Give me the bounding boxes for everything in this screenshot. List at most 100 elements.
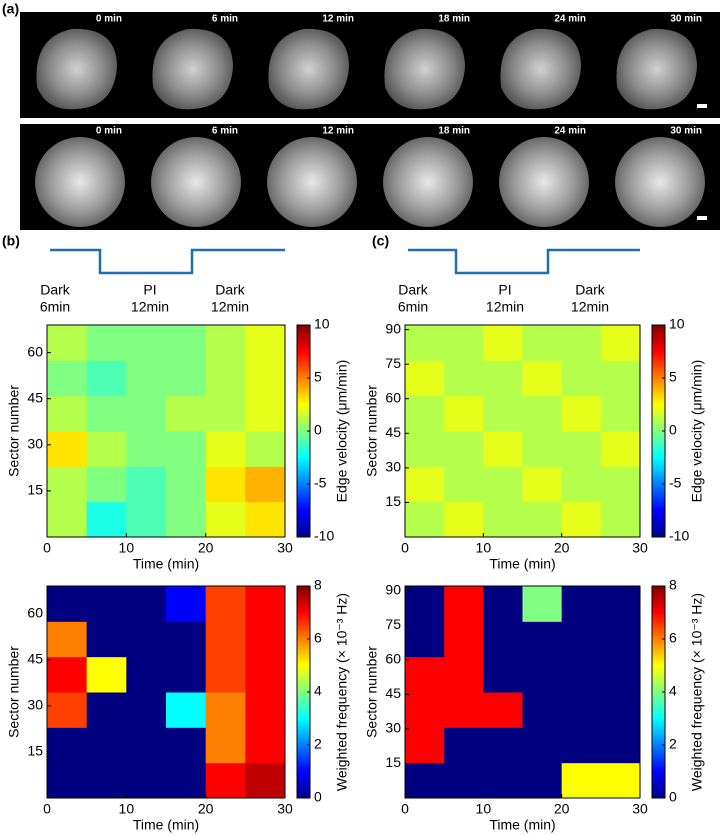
- heatmap-cell: [47, 621, 88, 658]
- heatmap-cell: [205, 621, 246, 658]
- heatmap-cell: [245, 762, 286, 799]
- heatmap-cell: [405, 692, 445, 728]
- colorbar-tick-label: 6: [314, 630, 322, 646]
- heatmap-cell: [600, 586, 641, 622]
- panel-label: (c): [372, 233, 389, 249]
- axes-box: [404, 585, 641, 799]
- heatmap-cell: [483, 727, 523, 764]
- heatmap-cell: [561, 360, 602, 397]
- heatmap-cell: [205, 762, 246, 799]
- heatmap-cell: [561, 325, 602, 361]
- x-tick-label: 0: [43, 540, 51, 556]
- phase-duration: 12min: [571, 299, 609, 315]
- colorbar-tick-label: 0: [669, 422, 677, 438]
- heatmap-cell: [47, 586, 88, 622]
- heatmap-cell: [126, 692, 167, 728]
- heatmap-cell: [483, 656, 523, 693]
- heatmap-cell: [86, 621, 127, 658]
- x-axis-label: Time (min): [489, 556, 555, 572]
- x-tick-label: 20: [198, 540, 214, 556]
- x-tick-label: 20: [554, 540, 570, 556]
- heatmap-cell: [561, 692, 602, 728]
- phase-duration: 12min: [211, 299, 249, 315]
- phase-duration: 6min: [398, 299, 428, 315]
- cell-image: [616, 28, 697, 110]
- y-tick-label: 45: [27, 650, 43, 666]
- heatmap-cell: [166, 431, 207, 467]
- colorbar-tick-label: 2: [669, 736, 677, 752]
- time-label: 18 min: [438, 126, 470, 137]
- heatmap-cell: [205, 727, 246, 764]
- heatmap-cell: [522, 586, 563, 622]
- x-tick-label: 30: [632, 540, 648, 556]
- heatmap-cell: [600, 360, 641, 397]
- heatmap-cell: [522, 360, 563, 397]
- heatmap-cell: [126, 395, 167, 432]
- heatmap-cell: [86, 656, 127, 693]
- y-tick-label: 60: [27, 343, 43, 359]
- y-tick-label: 75: [385, 355, 401, 371]
- heatmap-cell: [47, 501, 88, 538]
- y-tick-label: 60: [27, 604, 43, 620]
- heatmap-cell: [126, 325, 167, 361]
- axes-box: [404, 324, 641, 538]
- heatmap-cell: [561, 762, 602, 799]
- heatmap-cell: [245, 656, 286, 693]
- heatmap-cell: [522, 727, 563, 764]
- heatmap-cell: [86, 501, 127, 538]
- heatmap-cell: [444, 395, 484, 432]
- colorbar-tick-label: 2: [314, 736, 322, 752]
- time-label: 6 min: [212, 126, 238, 137]
- y-tick-label: 90: [385, 320, 401, 336]
- axes-box: [46, 324, 286, 538]
- phase-duration: 12min: [131, 299, 169, 315]
- heatmap-cell: [483, 395, 523, 432]
- heatmap-cell: [245, 727, 286, 764]
- x-axis-label: Time (min): [133, 817, 199, 833]
- y-tick-label: 15: [27, 482, 43, 498]
- x-tick-label: 10: [119, 801, 135, 817]
- heatmap-cell: [444, 656, 484, 693]
- colorbar-tick-label: 5: [669, 369, 677, 385]
- heatmap-cell: [405, 727, 445, 764]
- y-tick-label: 30: [27, 697, 43, 713]
- heatmap-cell: [561, 395, 602, 432]
- colorbar-tick-label: 0: [314, 789, 322, 805]
- heatmap-cell: [126, 466, 167, 503]
- panel-label: (a): [2, 1, 19, 17]
- time-label: 12 min: [322, 14, 354, 25]
- heatmap-cell: [405, 586, 445, 622]
- cell-image: [500, 28, 581, 110]
- heatmap-cell: [245, 466, 286, 503]
- heatmap-cell: [405, 395, 445, 432]
- heatmap-cell: [600, 395, 641, 432]
- heatmap-cell: [205, 395, 246, 432]
- heatmap-cell: [522, 621, 563, 658]
- heatmap-cell: [86, 727, 127, 764]
- heatmap-cell: [47, 325, 88, 361]
- heatmap-cell: [166, 656, 207, 693]
- time-label: 6 min: [212, 14, 238, 25]
- heatmap-cell: [126, 586, 167, 622]
- phase-duration: 12min: [486, 299, 524, 315]
- cell-image: [384, 28, 465, 110]
- colorbar-tick-label: 8: [669, 577, 677, 593]
- heatmap-cell: [522, 692, 563, 728]
- heatmap-cell: [561, 586, 602, 622]
- x-tick-label: 0: [401, 540, 409, 556]
- x-tick-label: 0: [43, 801, 51, 817]
- x-tick-label: 30: [632, 801, 648, 817]
- x-tick-label: 0: [401, 801, 409, 817]
- y-axis-label: Sector number: [6, 385, 22, 477]
- heatmap-cell: [600, 762, 641, 799]
- y-tick-label: 30: [27, 436, 43, 452]
- heatmap-cell: [86, 325, 127, 361]
- heatmap-cell: [405, 431, 445, 467]
- phase-name: Dark: [215, 282, 246, 298]
- heatmap-cell: [444, 501, 484, 538]
- time-label: 18 min: [438, 14, 470, 25]
- heatmap-cell: [166, 621, 207, 658]
- heatmap-cell: [47, 466, 88, 503]
- heatmap-cell: [483, 621, 523, 658]
- phase-name: PI: [498, 282, 511, 298]
